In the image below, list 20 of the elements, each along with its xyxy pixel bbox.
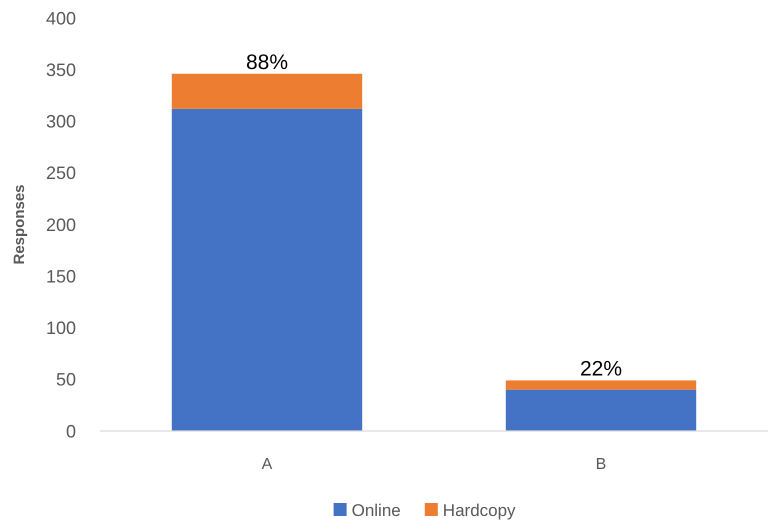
y-tick-label: 250 [46,163,76,184]
y-axis-title: Responses [11,184,28,265]
bar [172,108,362,431]
y-tick-label: 100 [46,318,76,338]
y-tick-label: 350 [46,60,76,80]
y-tick-label: 400 [46,8,76,28]
x-tick-label: A [262,456,273,473]
annotation: 88% [246,50,288,74]
y-tick-label: 0 [66,421,76,442]
bar [506,380,696,390]
legend-label: Online [352,501,401,520]
y-tick-label: 50 [56,370,76,390]
y-tick-label: 300 [46,112,76,132]
annotation: 22% [580,357,622,380]
bar [506,390,696,431]
y-tick-label: 150 [46,266,76,286]
legend-label: Hardcopy [442,501,516,520]
bar [172,74,362,109]
x-tick-label: B [596,456,606,473]
y-tick-label: 200 [46,214,76,235]
